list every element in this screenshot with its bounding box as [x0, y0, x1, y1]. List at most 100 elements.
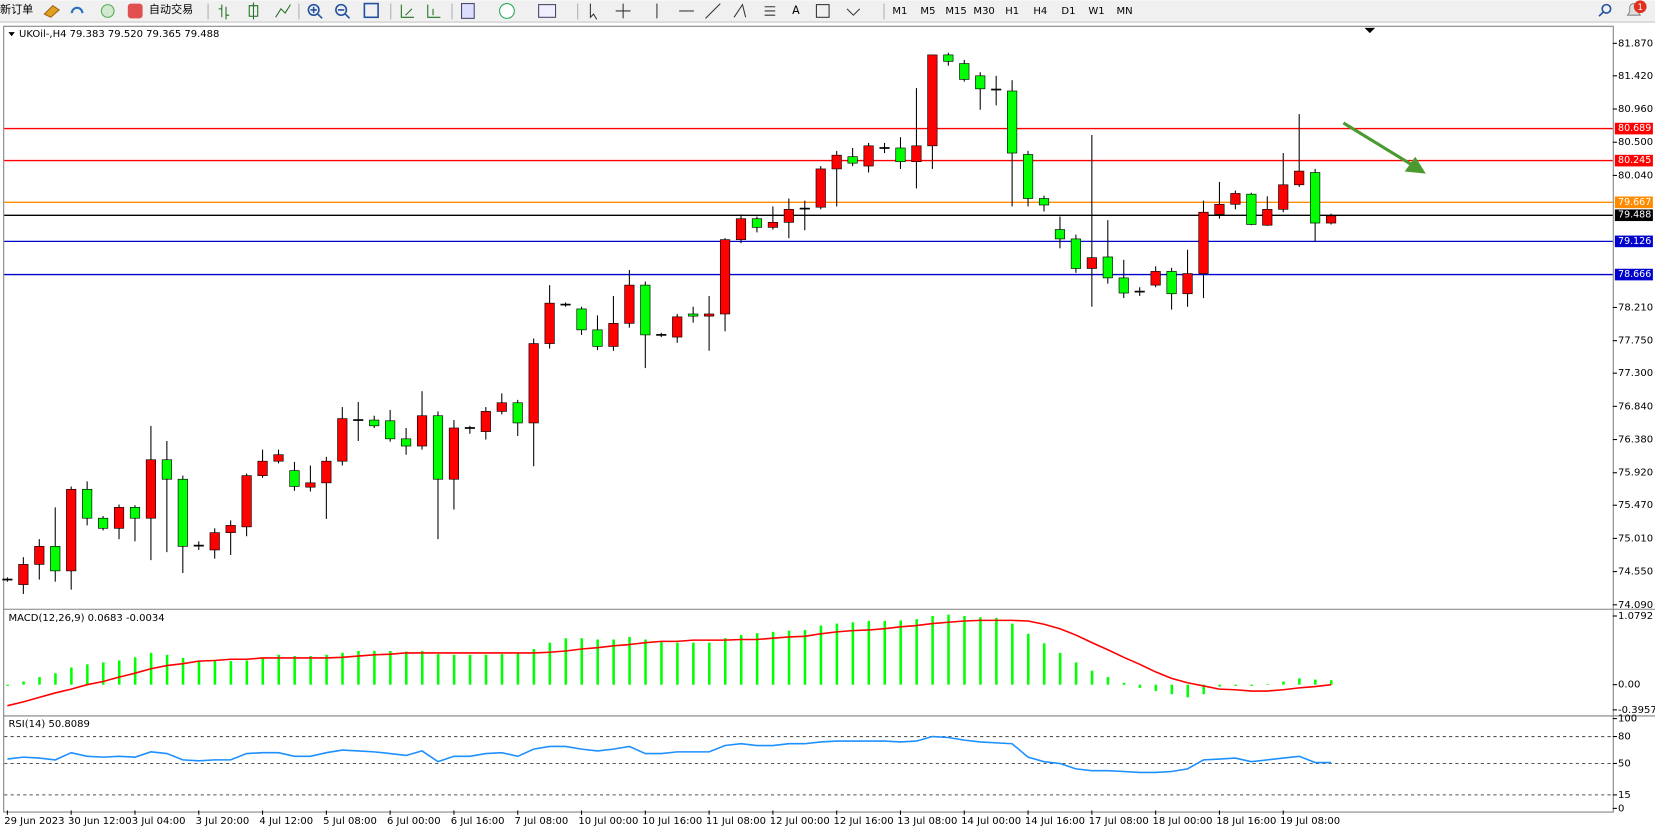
- macd-bar: [947, 614, 950, 685]
- x-tick-label: 13 Jul 08:00: [897, 816, 957, 827]
- timeframe-button[interactable]: W1: [1088, 6, 1104, 17]
- signal-line: [7, 619, 1332, 707]
- candle-body: [480, 411, 491, 432]
- macd-bar: [771, 631, 775, 685]
- macd-bar: [357, 650, 360, 685]
- icon[interactable]: [100, 4, 115, 18]
- price-level-tag: [1614, 196, 1653, 209]
- y-tick-label: 80.500: [1618, 137, 1653, 148]
- macd-bar: [1011, 623, 1014, 685]
- timeframe-button[interactable]: M30: [973, 6, 994, 17]
- auto-trading-icon[interactable]: [127, 3, 143, 19]
- timeframe-button[interactable]: M5: [920, 6, 935, 17]
- icon[interactable]: [43, 5, 61, 18]
- macd-bar: [612, 639, 615, 685]
- candle-body: [1070, 238, 1081, 269]
- timeframe-button[interactable]: D1: [1061, 6, 1075, 17]
- macd-bar: [341, 652, 344, 685]
- candle-body: [177, 478, 188, 547]
- new-order-button[interactable]: 新订单: [0, 2, 33, 16]
- x-tick-label: 11 Jul 08:00: [706, 816, 766, 827]
- y-tick-label: 74.090: [1618, 600, 1653, 611]
- candle-body: [1262, 209, 1273, 226]
- candle-body: [1118, 277, 1129, 294]
- macd-bar: [1314, 679, 1317, 685]
- macd-bar: [213, 661, 217, 685]
- macd-bar: [564, 638, 568, 685]
- macd-bar: [835, 623, 839, 685]
- y-tick-label: 75.920: [1618, 468, 1653, 479]
- x-tick-label: 10 Jul 16:00: [642, 816, 702, 827]
- price-level-tag: [1614, 122, 1653, 135]
- candle-body: [1294, 170, 1305, 186]
- candle-body: [544, 302, 555, 344]
- x-tick-label: 6 Jul 00:00: [387, 816, 441, 827]
- candle-body: [273, 454, 284, 462]
- candle-body: [464, 427, 475, 429]
- zoom-icons[interactable]: [307, 2, 379, 19]
- y-tick-label: 81.420: [1618, 71, 1653, 82]
- y-tick-label: 78.210: [1618, 302, 1653, 313]
- candle-body: [1022, 154, 1034, 199]
- symbol-menu-arrow[interactable]: [8, 32, 15, 37]
- macd-bar: [1282, 681, 1285, 685]
- candle-body: [911, 145, 922, 163]
- macd-bar: [1090, 670, 1094, 685]
- search-icon[interactable]: [1598, 3, 1612, 17]
- alert-badge[interactable]: [1633, 0, 1647, 14]
- macd-bar: [1170, 684, 1174, 695]
- x-tick-label: 19 Jul 08:00: [1280, 816, 1340, 827]
- macd-bar: [22, 681, 25, 685]
- candle-body: [209, 532, 220, 551]
- auto-trading-button[interactable]: 自动交易: [149, 2, 193, 16]
- candle-body: [337, 418, 348, 462]
- candle-body: [783, 209, 794, 223]
- candle-body: [1326, 215, 1337, 224]
- macd-bar: [516, 652, 520, 685]
- timeframe-button[interactable]: M15: [945, 6, 966, 17]
- macd-bar: [915, 619, 918, 685]
- candle-body: [1310, 172, 1321, 224]
- timeframe-button[interactable]: H1: [1005, 6, 1019, 17]
- macd-bar: [532, 649, 536, 685]
- macd-bar: [1218, 684, 1221, 687]
- x-tick-label: 7 Jul 08:00: [515, 816, 569, 827]
- macd-bar: [1202, 684, 1205, 695]
- toolbar-bg: [0, 0, 1655, 23]
- candle-body: [1166, 271, 1177, 295]
- icon[interactable]: [70, 6, 84, 14]
- macd-bar: [165, 654, 169, 685]
- x-tick-label: 14 Jul 16:00: [1025, 816, 1085, 827]
- timeframe-button[interactable]: H4: [1033, 6, 1047, 17]
- timeframe-button[interactable]: M1: [892, 6, 907, 17]
- candle-body: [592, 329, 603, 347]
- x-tick-label: 30 Jun 12:00: [68, 816, 132, 827]
- macd-bar: [851, 622, 855, 685]
- candle-body: [321, 460, 332, 484]
- macd-bar: [676, 642, 679, 685]
- price-level-tag: [1614, 154, 1653, 167]
- toolbar: 新订单 自动交易 A M1 M5 M15 M30 H1 H4 D1 W1 MN 1: [0, 0, 1655, 23]
- macd-bar: [723, 638, 727, 685]
- candle-body: [1038, 198, 1050, 206]
- macd-bar: [54, 673, 57, 685]
- candle-body: [129, 507, 141, 519]
- scroll-icons[interactable]: [400, 4, 441, 18]
- x-tick-label: 29 Jun 2023: [4, 816, 64, 827]
- drawing-tools[interactable]: A: [589, 3, 861, 20]
- candle-body: [895, 147, 906, 163]
- timeframe-button[interactable]: MN: [1117, 6, 1133, 17]
- macd-bar: [1234, 684, 1237, 686]
- macd-bar: [1330, 680, 1333, 685]
- macd-bar: [86, 664, 89, 685]
- candle-body: [1102, 256, 1113, 279]
- candle-body: [98, 517, 109, 529]
- macd-bar: [803, 629, 807, 685]
- price-level-tag: [1614, 268, 1653, 281]
- y-tick-label: 0: [1618, 803, 1624, 814]
- price-level-tag: [1614, 235, 1653, 248]
- indicator-icons[interactable]: [461, 3, 557, 19]
- chart-type-icons[interactable]: [218, 2, 291, 20]
